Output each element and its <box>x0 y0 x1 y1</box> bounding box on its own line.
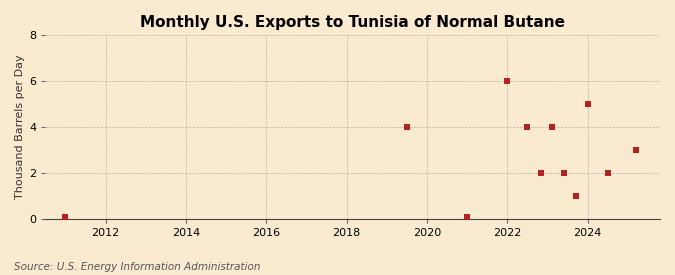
Point <box>602 171 613 175</box>
Y-axis label: Thousand Barrels per Day: Thousand Barrels per Day <box>15 55 25 199</box>
Point <box>583 102 593 106</box>
Point <box>502 79 513 83</box>
Point <box>522 125 533 129</box>
Point <box>630 148 641 152</box>
Point <box>536 171 547 175</box>
Point <box>558 171 569 175</box>
Point <box>570 194 581 198</box>
Title: Monthly U.S. Exports to Tunisia of Normal Butane: Monthly U.S. Exports to Tunisia of Norma… <box>140 15 565 30</box>
Point <box>546 125 557 129</box>
Text: Source: U.S. Energy Information Administration: Source: U.S. Energy Information Administ… <box>14 262 260 272</box>
Point <box>60 215 71 219</box>
Point <box>462 215 472 219</box>
Point <box>402 125 412 129</box>
